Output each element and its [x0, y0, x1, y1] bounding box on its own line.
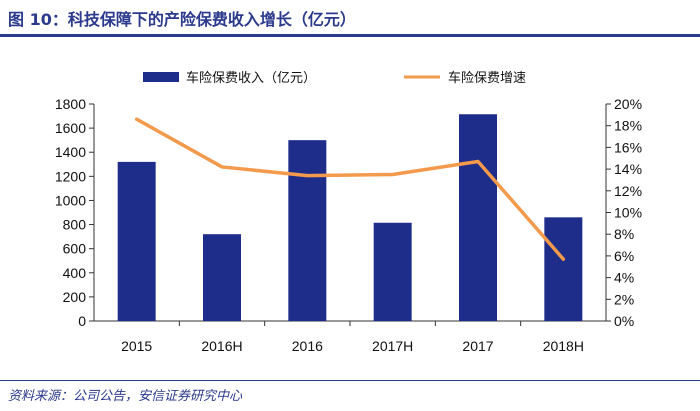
chart-axes: 0 200 400 600 800 1000 1200 1400 1600 1800 0% 2% 4% 6…	[55, 96, 642, 354]
left-axis-tick-label: 200	[63, 289, 87, 305]
left-axis-tick-label: 0	[78, 313, 86, 329]
line-series	[134, 117, 566, 261]
x-axis-tick-label: 2016H	[201, 338, 242, 354]
bar-2018H	[544, 217, 583, 321]
bar-line-chart: 车险保费收入（亿元） 车险保费增速 0 200 400 600 800 1000 1200 1…	[55, 70, 642, 354]
source-note: 资料来源：公司公告，安信证券研究中心	[8, 389, 243, 404]
right-axis-tick-label: 8%	[614, 226, 634, 242]
x-axis-tick-label: 2017H	[372, 338, 413, 354]
left-axis-tick-label: 400	[63, 265, 87, 281]
bar-2015	[117, 161, 156, 321]
chart-legend: 车险保费收入（亿元） 车险保费增速	[143, 70, 526, 85]
x-axis-tick-label: 2018H	[543, 338, 584, 354]
right-axis-tick-label: 16%	[614, 139, 642, 155]
bar-2016	[288, 140, 327, 321]
right-axis-tick-label: 12%	[614, 183, 642, 199]
left-axis-tick-label: 1000	[55, 192, 86, 208]
growth-point-2016	[305, 174, 309, 178]
growth-point-2015	[135, 117, 139, 121]
growth-line	[134, 117, 566, 261]
x-axis-tick-label: 2015	[121, 338, 152, 354]
right-axis-tick-label: 10%	[614, 205, 642, 221]
growth-point-2016H	[220, 165, 224, 169]
title-rule	[0, 34, 700, 37]
left-axis-tick-label: 1200	[55, 168, 86, 184]
left-axis-tick-label: 1800	[55, 96, 86, 112]
figure-title: 图 10：科技保障下的产险保费收入增长（亿元）	[8, 10, 356, 29]
left-axis-tick-label: 800	[63, 217, 87, 233]
source-rule	[0, 380, 700, 381]
growth-point-2017	[476, 160, 480, 164]
x-axis-tick-label: 2017	[462, 338, 493, 354]
legend-label-premium: 车险保费收入（亿元）	[186, 70, 316, 85]
right-axis-tick-label: 18%	[614, 118, 642, 134]
growth-point-2017H	[391, 173, 395, 177]
right-axis-tick-label: 20%	[614, 96, 642, 112]
right-axis-tick-label: 6%	[614, 248, 634, 264]
left-axis-tick-label: 1400	[55, 144, 86, 160]
bar-2017	[459, 114, 497, 321]
left-axis-tick-label: 600	[63, 241, 87, 257]
bar-2016H	[203, 234, 241, 321]
x-axis-tick-label: 2016	[292, 338, 323, 354]
legend-label-growth: 车险保费增速	[448, 70, 526, 85]
left-axis-tick-label: 1600	[55, 120, 86, 136]
right-axis-tick-label: 0%	[614, 313, 634, 329]
right-axis-tick-label: 4%	[614, 270, 634, 286]
growth-point-2018H	[561, 257, 565, 261]
bar-series	[117, 114, 583, 321]
bar-2017H	[373, 222, 412, 321]
legend-swatch-premium	[143, 72, 179, 82]
right-axis-tick-label: 2%	[614, 291, 634, 307]
right-axis-tick-label: 14%	[614, 161, 642, 177]
